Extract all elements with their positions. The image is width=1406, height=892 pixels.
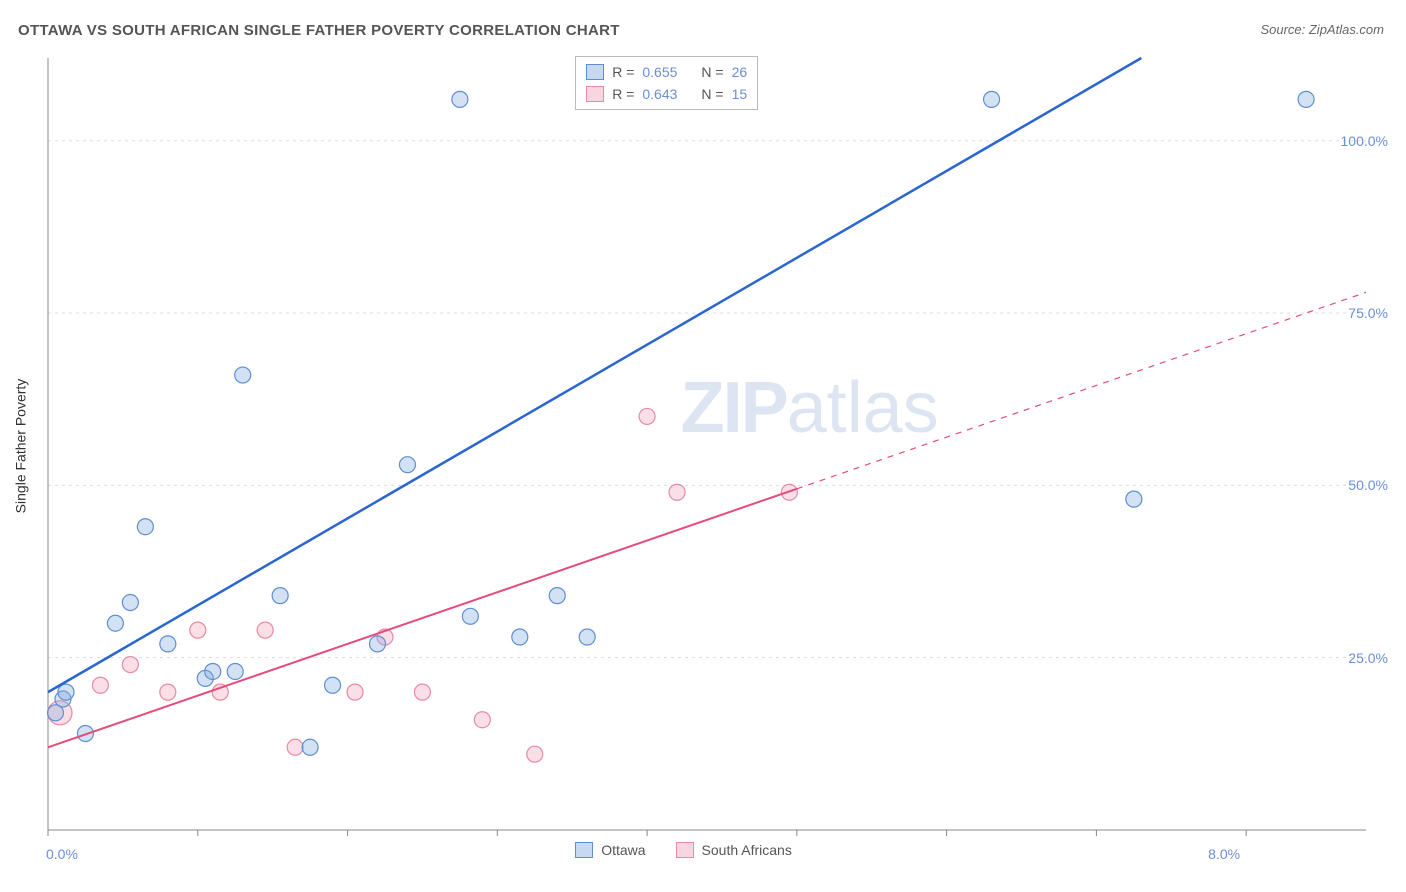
data-point [287,739,303,755]
legend-swatch [586,86,604,102]
r-value: 0.643 [642,83,677,105]
data-point [1126,491,1142,507]
source-attribution: Source: ZipAtlas.com [1260,22,1384,37]
y-tick-label: 50.0% [1348,477,1388,493]
data-point [527,746,543,762]
y-axis-label-wrap: Single Father Poverty [10,0,30,892]
data-point [160,684,176,700]
data-point [414,684,430,700]
data-point [579,629,595,645]
n-value: 26 [732,61,748,83]
y-tick-label: 100.0% [1341,133,1388,149]
data-point [235,367,251,383]
series-label: South Africans [702,842,792,858]
data-point [462,608,478,624]
r-label: R = [612,61,634,83]
n-label: N = [701,61,723,83]
source-label: Source: [1260,22,1308,37]
data-point [669,484,685,500]
data-point [58,684,74,700]
data-point [325,677,341,693]
series-legend-item: Ottawa [575,842,645,858]
y-axis-label: Single Father Poverty [12,379,28,514]
y-tick-label: 25.0% [1348,650,1388,666]
stats-legend-row: R = 0.643 N = 15 [586,83,747,105]
data-point [257,622,273,638]
data-point [984,91,1000,107]
data-point [107,615,123,631]
chart-container: OTTAWA VS SOUTH AFRICAN SINGLE FATHER PO… [0,0,1406,892]
data-point [190,622,206,638]
trend-line [48,489,797,747]
r-value: 0.655 [642,61,677,83]
data-point [205,663,221,679]
data-point [137,519,153,535]
data-point [272,588,288,604]
stats-legend: R = 0.655 N = 26 R = 0.643 N = 15 [575,56,758,110]
plot-svg [48,58,1366,830]
data-point [639,408,655,424]
data-point [399,457,415,473]
data-point [512,629,528,645]
legend-swatch [575,842,593,858]
data-point [227,663,243,679]
source-value: ZipAtlas.com [1309,22,1384,37]
legend-swatch [676,842,694,858]
n-value: 15 [732,83,748,105]
stats-legend-row: R = 0.655 N = 26 [586,61,747,83]
data-point [92,677,108,693]
data-point [302,739,318,755]
series-label: Ottawa [601,842,645,858]
y-tick-label: 75.0% [1348,305,1388,321]
series-legend: Ottawa South Africans [575,842,792,858]
data-point [122,657,138,673]
legend-swatch [586,64,604,80]
data-point [160,636,176,652]
chart-title: OTTAWA VS SOUTH AFRICAN SINGLE FATHER PO… [18,22,620,39]
x-tick-label: 8.0% [1208,846,1240,862]
n-label: N = [701,83,723,105]
plot-area [48,58,1366,830]
data-point [347,684,363,700]
data-point [549,588,565,604]
r-label: R = [612,83,634,105]
data-point [122,595,138,611]
trend-line-extrapolated [797,292,1366,488]
series-legend-item: South Africans [676,842,792,858]
data-point [452,91,468,107]
data-point [1298,91,1314,107]
data-point [370,636,386,652]
x-tick-label: 0.0% [46,846,78,862]
trend-line [48,58,1141,692]
data-point [474,712,490,728]
